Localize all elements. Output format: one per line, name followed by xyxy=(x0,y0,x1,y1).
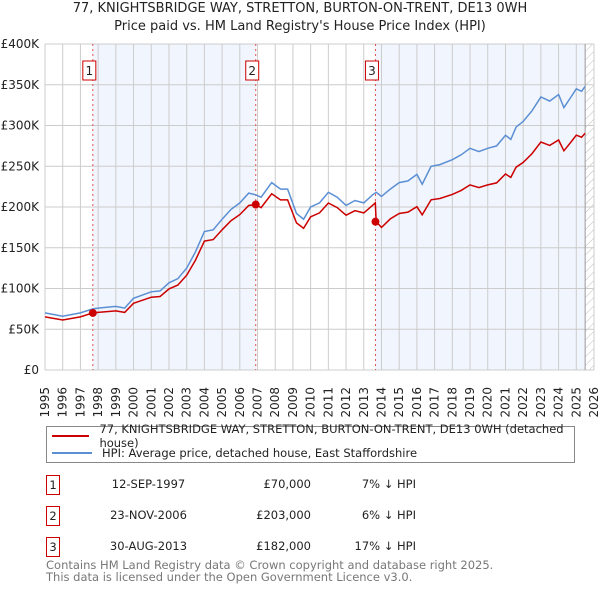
x-tick-label: 2009 xyxy=(286,387,300,418)
transaction-price: £70,000 xyxy=(263,477,311,491)
x-tick-label: 2003 xyxy=(180,387,194,418)
y-tick-label: £350K xyxy=(1,78,41,92)
x-tick-label: 2012 xyxy=(339,387,353,418)
footer-copyright: Contains HM Land Registry data © Crown c… xyxy=(46,558,494,572)
y-tick-label: £250K xyxy=(1,159,41,173)
legend-label: 77, KNIGHTSBRIDGE WAY, STRETTON, BURTON-… xyxy=(99,422,564,450)
x-tick-label: 2013 xyxy=(357,387,371,418)
x-tick-label: 2002 xyxy=(162,387,176,418)
y-tick-label: £200K xyxy=(1,200,41,214)
x-tick-label: 2005 xyxy=(215,387,229,418)
x-tick-label: 2019 xyxy=(463,387,477,418)
y-tick-label: £150K xyxy=(1,241,41,255)
x-tick-label: 2024 xyxy=(552,387,566,418)
legend-swatch-red xyxy=(52,435,90,437)
legend-item-hpi: HPI: Average price, detached house, East… xyxy=(47,445,417,461)
price-chart: 1995 1996 1997 1998 1999 2000 2001 2002 2003 2004… xyxy=(1,37,600,418)
footer: Contains HM Land Registry data © Crown c… xyxy=(46,559,493,583)
x-tick-label: 2018 xyxy=(445,387,459,418)
x-tick-label: 2020 xyxy=(481,387,495,418)
x-tick-label: 2023 xyxy=(534,387,548,418)
transaction-number: 2 xyxy=(46,506,60,526)
x-tick-label: 2011 xyxy=(321,387,335,418)
x-tick-label: 2008 xyxy=(268,387,282,418)
sale-label-box xyxy=(82,60,97,81)
x-tick-label: 2025 xyxy=(569,387,583,418)
x-tick-label: 2001 xyxy=(144,387,158,418)
y-tick-label: £400K xyxy=(1,37,41,51)
y-tick-label: £100K xyxy=(1,282,41,296)
x-tick-label: 2015 xyxy=(392,387,406,418)
x-tick-label: 1997 xyxy=(73,387,87,418)
footer-licence: This data is licensed under the Open Gov… xyxy=(46,570,413,584)
x-tick-label: 2006 xyxy=(233,387,247,418)
sale-point xyxy=(88,308,97,317)
transaction-date: 12-SEP-1997 xyxy=(111,477,186,491)
x-tick-label: 1995 xyxy=(38,387,52,418)
sale-label: 3 xyxy=(368,64,376,78)
x-tick-label: 2014 xyxy=(374,387,388,418)
price-paid-line xyxy=(44,132,586,321)
legend: 77, KNIGHTSBRIDGE WAY, STRETTON, BURTON-… xyxy=(46,422,575,463)
x-tick-label: 2004 xyxy=(197,387,211,418)
legend-item-property: 77, KNIGHTSBRIDGE WAY, STRETTON, BURTON-… xyxy=(47,422,574,450)
legend-swatch-blue xyxy=(52,452,92,454)
transaction-hpi: 6% ↓ HPI xyxy=(361,508,416,522)
transaction-date: 23-NOV-2006 xyxy=(110,508,187,522)
x-tick-label: 1999 xyxy=(109,387,123,418)
sale-point xyxy=(251,200,260,209)
chart-title: 77, KNIGHTSBRIDGE WAY, STRETTON, BURTON-… xyxy=(72,1,528,16)
x-tick-label: 2007 xyxy=(251,387,265,418)
chart-subtitle: Price paid vs. HM Land Registry's House … xyxy=(114,19,486,34)
legend-label: HPI: Average price, detached house, East… xyxy=(102,446,418,460)
y-tick-label: £50K xyxy=(8,322,40,336)
transaction-number: 3 xyxy=(46,537,60,557)
y-tick-label: £0 xyxy=(24,363,39,377)
x-tick-label: 2017 xyxy=(428,387,442,418)
x-tick-label: 2026 xyxy=(587,387,600,418)
transaction-hpi: 7% ↓ HPI xyxy=(361,477,416,491)
transaction-number: 1 xyxy=(46,475,60,495)
hpi-line xyxy=(44,85,586,317)
sale-point xyxy=(371,217,380,226)
sale-label: 2 xyxy=(248,64,256,78)
transaction-hpi: 17% ↓ HPI xyxy=(354,539,416,553)
x-tick-label: 2016 xyxy=(410,387,424,418)
x-tick-label: 2010 xyxy=(304,387,318,418)
y-tick-label: £300K xyxy=(1,119,41,133)
transaction-price: £203,000 xyxy=(256,508,311,522)
sale-label-box xyxy=(364,60,379,81)
x-tick-label: 2021 xyxy=(498,387,512,418)
x-tick-label: 1996 xyxy=(56,387,70,418)
sale-label-box xyxy=(245,60,260,81)
x-tick-label: 2022 xyxy=(516,387,530,418)
x-tick-label: 2000 xyxy=(127,387,141,418)
transaction-price: £182,000 xyxy=(256,539,311,553)
x-tick-label: 1998 xyxy=(91,387,105,418)
sale-label: 1 xyxy=(85,64,93,78)
transaction-date: 30-AUG-2013 xyxy=(109,539,188,553)
